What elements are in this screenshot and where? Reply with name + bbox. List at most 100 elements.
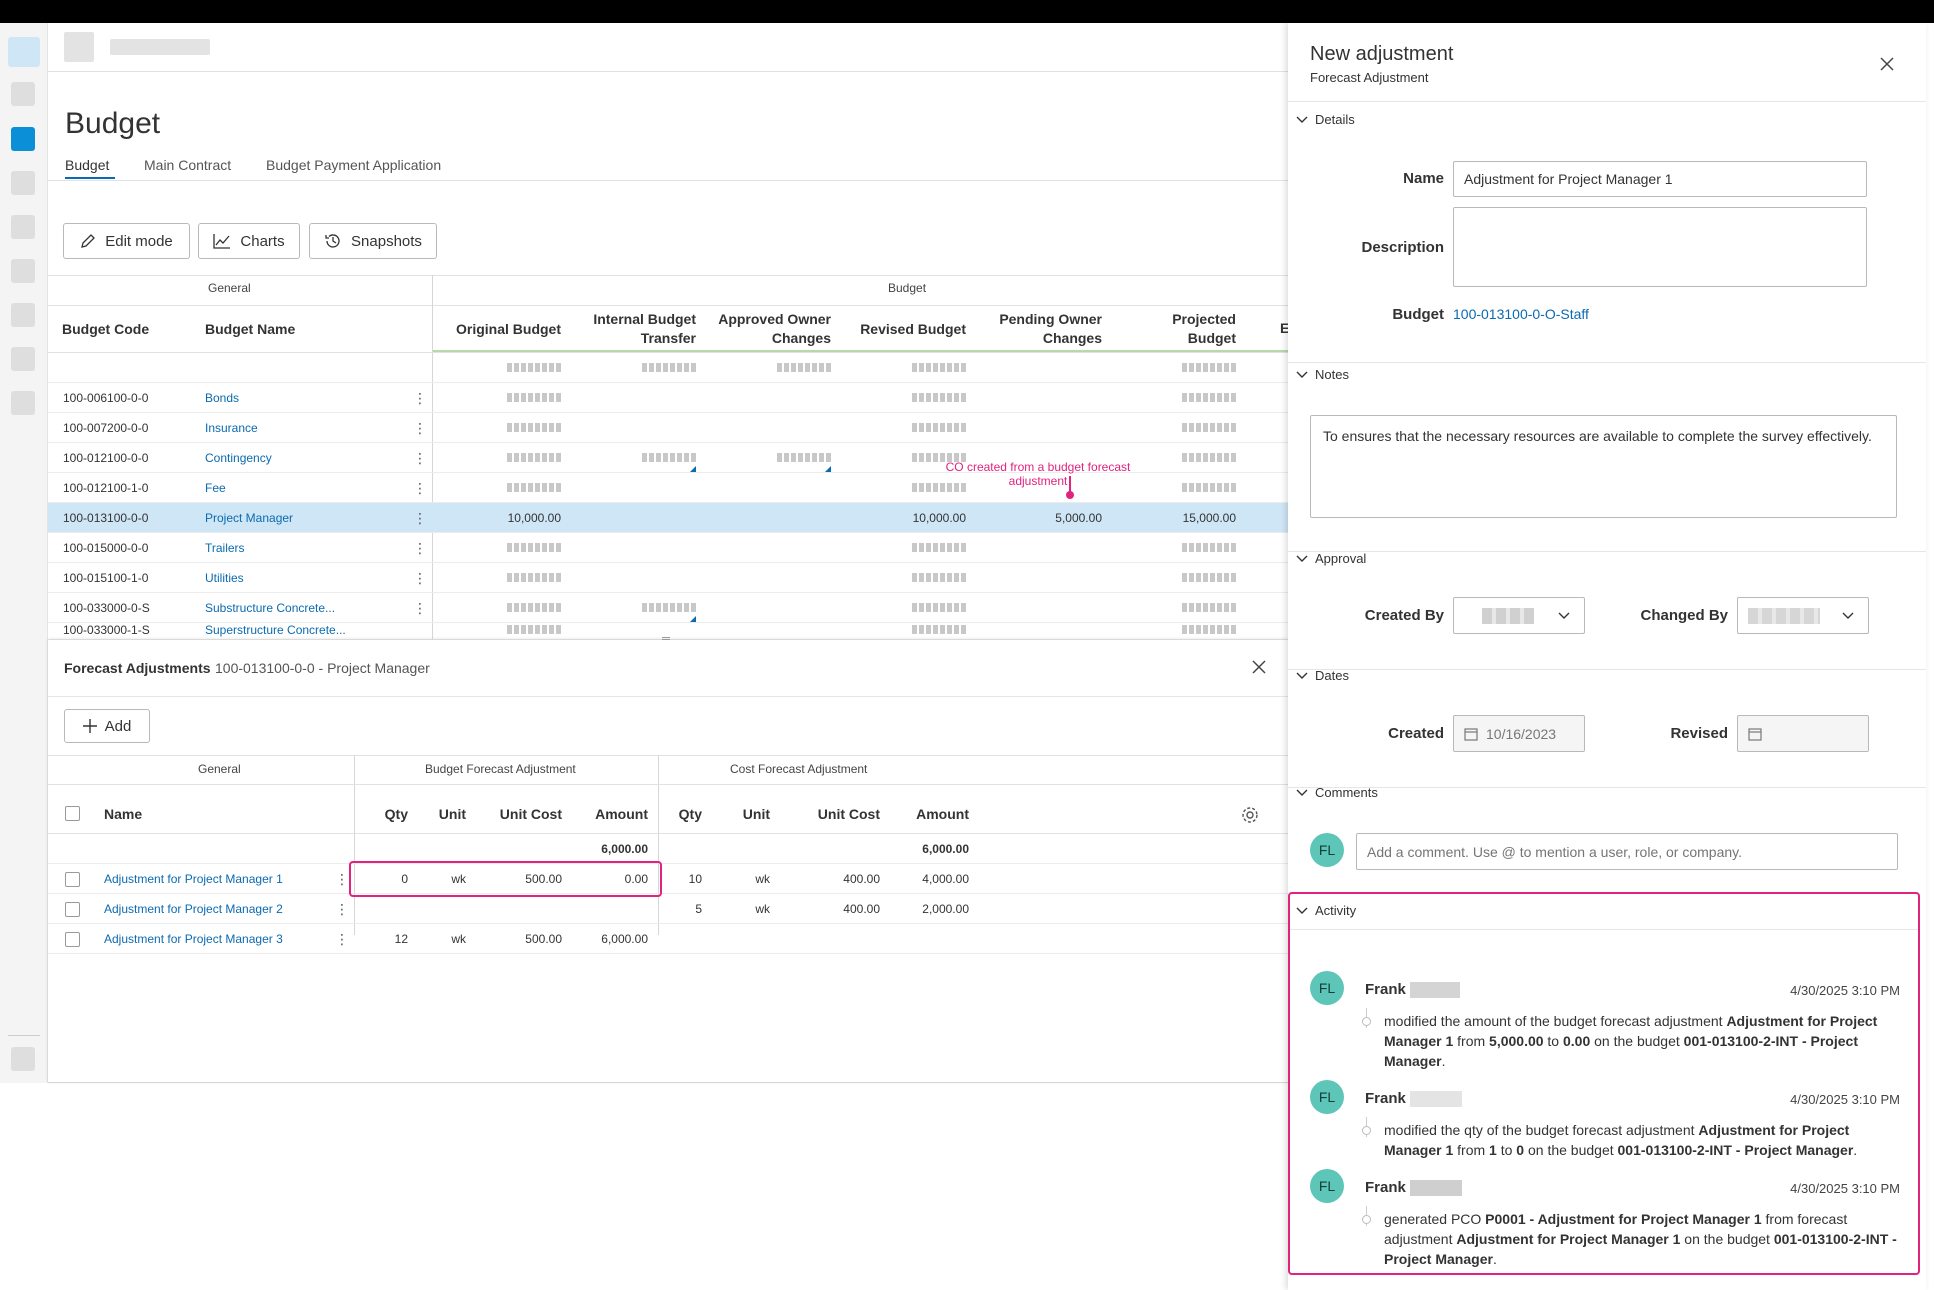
cost-unit-cost-cell[interactable]: 400.00 [843, 902, 880, 916]
budget-unit-cell[interactable]: wk [451, 932, 466, 946]
budget-qty-cell[interactable]: 0 [401, 872, 408, 886]
nav-item-icon[interactable] [11, 391, 35, 415]
row-menu-icon[interactable]: ⋮ [413, 600, 427, 616]
col-header-amount[interactable]: Amount [916, 806, 969, 822]
table-row[interactable]: Adjustment for Project Manager 1 ⋮ 0 wk … [48, 864, 1288, 894]
tab-main-contract[interactable]: Main Contract [144, 157, 232, 173]
nav-home-icon[interactable] [11, 82, 35, 106]
col-header-qty[interactable]: Qty [678, 806, 702, 822]
budget-name-link[interactable]: Contingency [205, 451, 272, 465]
budget-name-link[interactable]: Trailers [205, 541, 245, 555]
col-header-pending-owner-changes[interactable]: Pending Owner Changes [999, 311, 1102, 346]
tab-budget[interactable]: Budget [65, 157, 110, 173]
table-row[interactable]: Adjustment for Project Manager 2 ⋮ 5 wk … [48, 894, 1288, 924]
budget-unit-cell[interactable] [418, 894, 466, 924]
budget-unit-cost-cell[interactable] [478, 894, 562, 924]
settings-gear-icon[interactable] [1240, 805, 1260, 825]
description-field[interactable] [1453, 207, 1867, 287]
select-all-checkbox[interactable] [65, 806, 80, 821]
cost-unit-cell[interactable]: wk [755, 902, 770, 916]
table-row[interactable]: 100-006100-0-0 Bonds ⋮ [48, 383, 1288, 413]
nav-item-icon[interactable] [11, 303, 35, 327]
col-header-qty[interactable]: Qty [384, 806, 408, 822]
col-header-projected-budget[interactable]: Projected Budget [1172, 311, 1236, 346]
cost-unit-cost-cell[interactable]: 400.00 [843, 872, 880, 886]
col-header-original-budget[interactable]: Original Budget [456, 321, 561, 337]
nav-item-icon[interactable] [11, 215, 35, 239]
row-menu-icon[interactable]: ⋮ [413, 510, 427, 526]
charts-button[interactable]: Charts [198, 223, 300, 259]
adjustment-name-link[interactable]: Adjustment for Project Manager 2 [104, 902, 283, 916]
col-header-name[interactable]: Name [104, 806, 143, 822]
row-menu-icon[interactable]: ⋮ [413, 480, 427, 496]
cost-qty-cell[interactable]: 10 [688, 872, 702, 886]
cost-unit-cost-cell[interactable] [798, 924, 880, 954]
nav-item-icon[interactable] [11, 347, 35, 371]
cost-unit-cell[interactable]: wk [755, 872, 770, 886]
row-checkbox[interactable] [65, 872, 80, 887]
adjustment-name-link[interactable]: Adjustment for Project Manager 3 [104, 932, 283, 946]
tab-budget-payment-application[interactable]: Budget Payment Application [266, 157, 442, 173]
snapshots-button[interactable]: Snapshots [309, 223, 437, 259]
budget-name-link[interactable]: Insurance [205, 421, 258, 435]
section-header-comments[interactable]: Comments [1296, 785, 1378, 800]
row-menu-icon[interactable]: ⋮ [413, 420, 427, 436]
adjustment-name-link[interactable]: Adjustment for Project Manager 1 [104, 872, 283, 886]
table-row-selected[interactable]: 100-013100-0-0 Project Manager ⋮ 10,000.… [48, 503, 1288, 533]
section-header-notes[interactable]: Notes [1296, 367, 1349, 382]
budget-link[interactable]: 100-013100-0-O-Staff [1453, 306, 1589, 322]
table-row[interactable]: 100-012100-1-0 Fee ⋮ [48, 473, 1288, 503]
col-header-approved-owner-changes[interactable]: Approved Owner Changes [718, 311, 831, 346]
budget-name-link[interactable]: Utilities [205, 571, 244, 585]
budget-unit-cost-cell[interactable]: 500.00 [525, 932, 562, 946]
created-date-field[interactable]: 10/16/2023 [1453, 715, 1585, 752]
name-field[interactable]: Adjustment for Project Manager 1 [1453, 161, 1867, 197]
table-row[interactable]: 100-015100-1-0 Utilities ⋮ [48, 563, 1288, 593]
row-menu-icon[interactable]: ⋮ [413, 450, 427, 466]
col-header-unit[interactable]: Unit [438, 806, 466, 822]
cost-qty-cell[interactable]: 5 [695, 902, 702, 916]
col-header-amount[interactable]: Amount [595, 806, 648, 822]
nav-budget-icon[interactable] [11, 127, 35, 151]
section-header-approval[interactable]: Approval [1296, 551, 1366, 566]
col-header-unit[interactable]: Unit [742, 806, 770, 822]
budget-qty-cell[interactable] [368, 894, 408, 924]
table-row[interactable]: 100-007200-0-0 Insurance ⋮ [48, 413, 1288, 443]
table-row[interactable]: 100-015000-0-0 Trailers ⋮ [48, 533, 1288, 563]
row-menu-icon[interactable]: ⋮ [413, 390, 427, 406]
close-icon[interactable] [1251, 659, 1267, 675]
row-checkbox[interactable] [65, 902, 80, 917]
section-header-dates[interactable]: Dates [1296, 668, 1349, 683]
budget-qty-cell[interactable]: 12 [394, 932, 408, 946]
col-header-revised-budget[interactable]: Revised Budget [860, 321, 966, 337]
budget-name-link[interactable]: Substructure Concrete... [205, 601, 336, 615]
nav-item-icon[interactable] [11, 171, 35, 195]
col-header-unit-cost[interactable]: Unit Cost [817, 806, 880, 822]
budget-name-link[interactable]: Fee [205, 481, 226, 495]
budget-unit-cost-cell[interactable]: 500.00 [525, 872, 562, 886]
section-header-details[interactable]: Details [1296, 112, 1355, 127]
col-header-internal-budget-transfer[interactable]: Internal Budget Transfer [593, 311, 696, 346]
nav-help-icon[interactable] [11, 1047, 35, 1071]
nav-item-icon[interactable] [11, 259, 35, 283]
col-header-unit-cost[interactable]: Unit Cost [499, 806, 562, 822]
notes-textarea[interactable]: To ensures that the necessary resources … [1310, 415, 1897, 518]
row-menu-icon[interactable]: ⋮ [413, 570, 427, 586]
edit-mode-button[interactable]: Edit mode [63, 223, 190, 259]
row-menu-icon[interactable]: ⋮ [335, 901, 349, 917]
changed-by-select[interactable] [1737, 597, 1869, 634]
col-header-budget-name[interactable]: Budget Name [205, 321, 296, 337]
cost-qty-cell[interactable] [668, 924, 702, 954]
row-menu-icon[interactable]: ⋮ [335, 931, 349, 947]
project-icon[interactable] [64, 32, 94, 62]
row-checkbox[interactable] [65, 932, 80, 947]
cost-unit-cell[interactable] [728, 924, 770, 954]
table-row[interactable]: 100-033000-0-S Substructure Concrete... … [48, 593, 1288, 623]
row-menu-icon[interactable]: ⋮ [413, 540, 427, 556]
add-button[interactable]: Add [64, 709, 150, 743]
comment-input[interactable] [1356, 833, 1898, 870]
created-by-select[interactable] [1453, 597, 1585, 634]
table-row[interactable]: Adjustment for Project Manager 3 ⋮ 12 wk… [48, 924, 1288, 954]
resize-handle-icon[interactable] [662, 637, 670, 640]
budget-unit-cell[interactable]: wk [451, 872, 466, 886]
